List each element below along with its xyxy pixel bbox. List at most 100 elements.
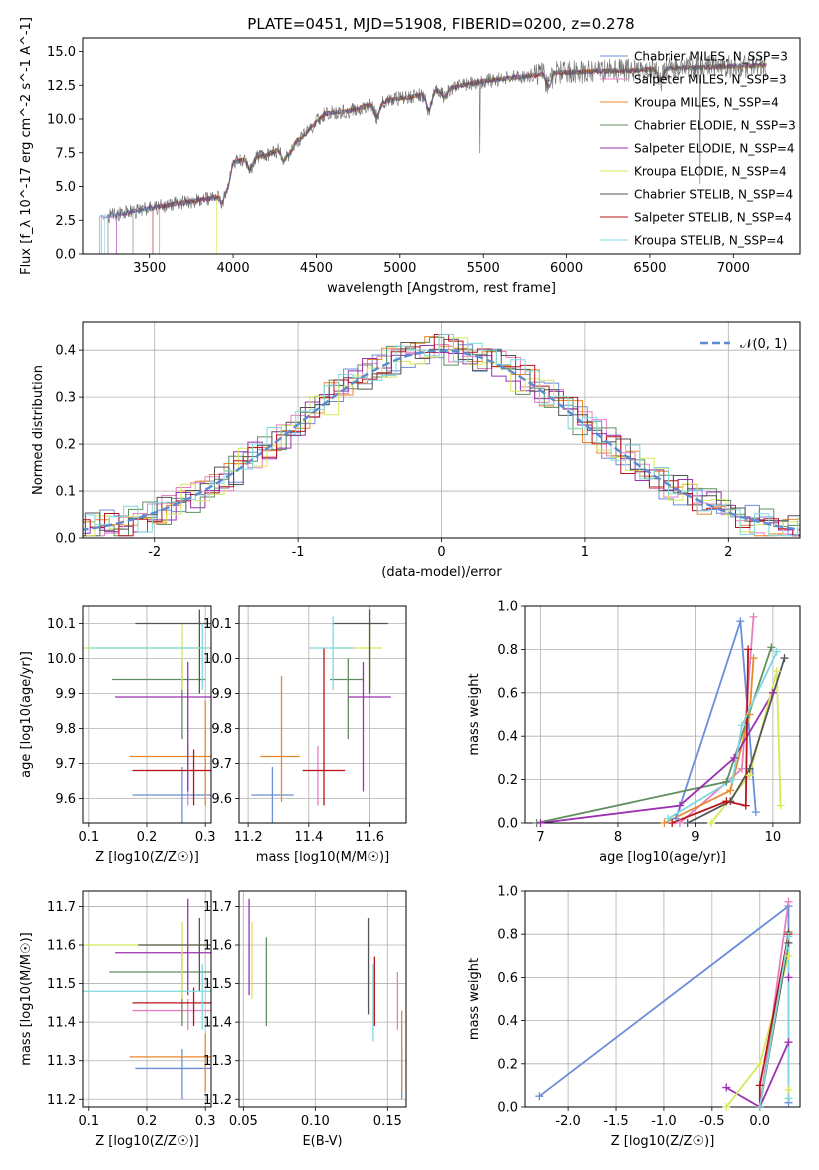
weight-marker-salpeter_miles — [749, 612, 758, 621]
y-tick-label: 11.4 — [203, 1016, 232, 1031]
y-tick-label: 11.4 — [47, 1016, 76, 1031]
legend-label-salpeter_stelib: Salpeter STELIB, N_SSP=4 — [634, 211, 792, 225]
plot-area — [536, 616, 786, 823]
x-tick-label: 9 — [691, 830, 699, 845]
spectrum-line-kroupa_elodie — [216, 62, 767, 254]
histogram-chabrier_miles — [83, 344, 800, 537]
axes-frame — [82, 321, 801, 539]
x-tick-label: 2 — [724, 545, 732, 560]
y-tick-label: 10.0 — [47, 652, 76, 667]
weight-marker-salpeter_stelib — [741, 801, 750, 810]
x-axis-label: (data-model)/error — [381, 565, 502, 580]
weight-marker-chabrier_stelib — [745, 764, 754, 773]
y-tick-label: 7.5 — [55, 146, 76, 161]
chart-residuals: -2 -1 0 1 2 0.0 0.1 0.2 0.3 0.4 (data-model)/error… — [31, 321, 801, 580]
x-tick-label: -0.5 — [699, 1114, 724, 1129]
plot-area — [248, 898, 403, 1100]
weight-marker-kroupa_elodie — [784, 1085, 793, 1094]
plot-area — [99, 54, 767, 254]
y-axis-label: mass weight — [467, 958, 482, 1040]
legend-label-kroupa_elodie: Kroupa ELODIE, N_SSP=4 — [634, 165, 787, 179]
y-tick-label: 9.8 — [211, 722, 232, 737]
x-axis-label: Z [log10(Z/Z☉)] — [95, 1134, 199, 1149]
weight-marker-chabrier_stelib — [780, 654, 789, 663]
plot-area — [83, 609, 211, 823]
legend-label-kroupa_miles: Kroupa MILES, N_SSP=4 — [634, 96, 779, 110]
y-tick-label: 11.2 — [47, 1093, 76, 1108]
y-tick-label: 5.0 — [55, 180, 76, 195]
y-tick-label: 11.5 — [47, 977, 76, 992]
axes-frame — [82, 890, 212, 1108]
spectrum-legend: Chabrier MILES, N_SSP=3 Salpeter MILES, N… — [600, 50, 796, 248]
x-axis-label: wavelength [Angstrom, rest frame] — [327, 281, 556, 296]
y-tick-label: 11.6 — [203, 939, 232, 954]
y-tick-label: 0.0 — [55, 532, 76, 547]
y-tick-label: 11.5 — [203, 977, 232, 992]
weight-line-kroupa_stelib — [758, 936, 790, 1107]
x-tick-label: 0.2 — [137, 830, 158, 845]
y-tick-label: 0.2 — [497, 773, 518, 788]
y-tick-label: 0.0 — [55, 248, 76, 263]
weight-marker-chabrier_stelib — [683, 819, 692, 827]
weight-marker-kroupa_miles — [726, 786, 735, 795]
y-tick-label: 0.8 — [497, 928, 518, 943]
legend-label-normal: 𝒩(0, 1) — [740, 337, 787, 352]
weight-line-chabrier_elodie — [536, 646, 773, 823]
weight-marker-kroupa_stelib — [784, 932, 793, 941]
y-tick-label: 11.6 — [47, 939, 76, 954]
weight-marker-chabrier_miles — [751, 808, 760, 817]
y-tick-label: 11.2 — [203, 1093, 232, 1108]
x-tick-label: 5500 — [467, 261, 500, 276]
y-axis-label: Flux [f_λ 10^-17 erg cm^-2 s^-1 A^-1] — [19, 17, 34, 275]
y-tick-label: 0.1 — [55, 485, 76, 500]
y-tick-label: 0.0 — [497, 817, 518, 832]
plot-area — [83, 333, 800, 537]
weight-marker-salpeter_stelib — [755, 1081, 764, 1090]
x-tick-label: 0.1 — [78, 1114, 99, 1129]
x-tick-label: -2.0 — [555, 1114, 580, 1129]
histogram-kroupa_stelib — [83, 333, 800, 537]
x-tick-label: 0.3 — [195, 1114, 216, 1129]
weight-marker-salpeter_stelib — [668, 819, 677, 827]
plot-area — [83, 898, 211, 1100]
legend-label-chabrier_miles: Chabrier MILES, N_SSP=3 — [634, 50, 788, 64]
spectrum-line-chabrier_stelib — [107, 54, 767, 254]
x-tick-label: 1 — [581, 545, 589, 560]
y-tick-label: 9.6 — [55, 792, 76, 807]
x-tick-label: 11.4 — [294, 830, 323, 845]
x-tick-label: 6000 — [550, 261, 583, 276]
y-tick-label: 1.0 — [497, 885, 518, 900]
weight-marker-salpeter_miles — [675, 819, 684, 827]
x-tick-label: 4500 — [300, 261, 333, 276]
y-tick-label: 11.7 — [203, 900, 232, 915]
y-tick-label: 9.8 — [55, 722, 76, 737]
weight-marker-kroupa_elodie — [784, 951, 793, 960]
x-tick-label: 0.10 — [301, 1114, 330, 1129]
weight-marker-salpeter_stelib — [744, 645, 753, 654]
weight-marker-salpeter_elodie — [722, 1083, 731, 1092]
weight-marker-salpeter_elodie — [536, 819, 545, 827]
weight-marker-kroupa_stelib — [755, 1103, 764, 1111]
weight-marker-kroupa_miles — [745, 710, 754, 719]
weight-marker-chabrier_miles — [736, 617, 745, 626]
weight-line-kroupa_elodie — [725, 955, 790, 1107]
weight-marker-kroupa_stelib — [737, 721, 746, 730]
x-tick-label: 5000 — [383, 261, 416, 276]
spectrum-line-chabrier_miles — [99, 61, 767, 254]
y-tick-label: 9.7 — [211, 757, 232, 772]
weight-line-salpeter_elodie — [540, 692, 774, 823]
y-tick-label: 11.7 — [47, 900, 76, 915]
x-axis-label: mass [log10(M/M☉)] — [256, 850, 389, 865]
weight-line-chabrier_stelib — [687, 657, 786, 823]
normal-curve — [83, 349, 800, 532]
weight-marker-kroupa_elodie — [776, 801, 785, 810]
chart-spectrum: 3500 4000 4500 5000 5500 6000 6500 7000 0.0 2.5 5.… — [19, 17, 801, 296]
axes-frame — [238, 605, 407, 824]
y-tick-label: 9.6 — [211, 792, 232, 807]
y-tick-label: 0.2 — [497, 1057, 518, 1072]
weight-line-kroupa_miles — [664, 658, 755, 823]
weight-marker-salpeter_elodie — [768, 688, 777, 697]
y-tick-label: 0.2 — [55, 438, 76, 453]
y-tick-label: 11.3 — [47, 1054, 76, 1069]
x-axis-label: age [log10(age/yr)] — [599, 850, 726, 865]
